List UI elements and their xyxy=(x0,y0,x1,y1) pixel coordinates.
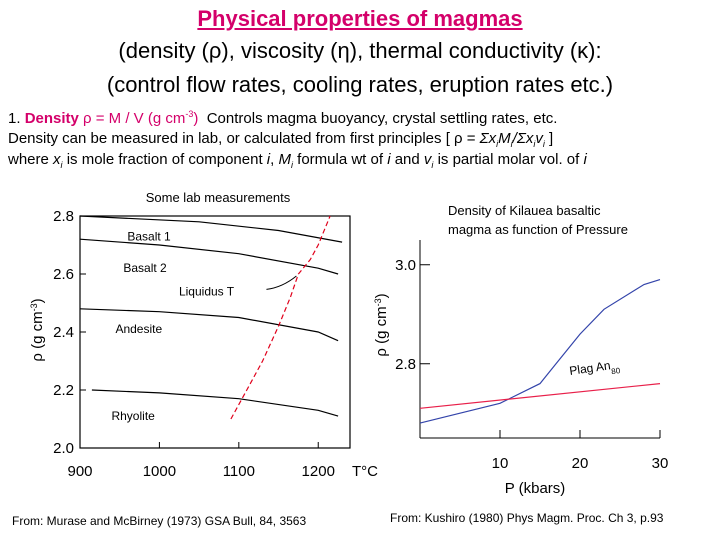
chart1-y-tick-label: 2.6 xyxy=(53,266,74,283)
chart1-axes: 900 1000 1100 1200 2.0 2.2 2.4 2.6 2.8 xyxy=(53,208,351,480)
chart1-x-tick-label: 1000 xyxy=(143,463,176,480)
chart1-annotation-liquidus-t: Liquidus T xyxy=(179,284,235,298)
chart2-x-tick-label: 10 xyxy=(492,455,509,472)
chart2-series-plag-an80 xyxy=(419,383,661,409)
liquidus-arrow xyxy=(266,275,297,290)
chart1-annotation-andesite: Andesite xyxy=(115,322,162,336)
chart1-title: Some lab measurements xyxy=(146,190,291,205)
density-measure-line: Density can be measured in lab, or calcu… xyxy=(8,130,554,149)
chart1-series-basalt-1 xyxy=(79,215,343,243)
plag-an80-label: Plag An80 xyxy=(568,357,621,381)
chart2-x-tick-label: 30 xyxy=(652,455,669,472)
kilauea-density-chart: Density of Kilauea basaltic magma as fun… xyxy=(373,203,668,497)
chart1-annotation-basalt-2: Basalt 2 xyxy=(123,261,167,275)
chart1-annotation-rhyolite: Rhyolite xyxy=(111,409,155,423)
chart1-y-axis-label: ρ (g cm-3) xyxy=(29,298,46,361)
chart2-series-group xyxy=(419,279,661,424)
chart1-y-tick-label: 2.0 xyxy=(53,440,74,457)
chart1-x-tick-label: 900 xyxy=(67,463,92,480)
lab-measurements-chart: Some lab measurements 900 1000 1100 1200 2.0… xyxy=(29,190,378,480)
chart2-title-line1: Density of Kilauea basaltic xyxy=(448,203,601,218)
page-subtitle-line2: (control flow rates, cooling rates, erup… xyxy=(106,72,614,97)
chart2-x-axis-label: P (kbars) xyxy=(505,480,566,497)
chart1-series-basalt-2 xyxy=(79,238,339,275)
density-formula: ρ = M / V (g cm-3) xyxy=(83,109,199,127)
page-subtitle-line1: (density (ρ), viscosity (η), thermal con… xyxy=(118,38,602,63)
variable-definition-line: where xi is mole fraction of component i… xyxy=(8,151,587,170)
chart1-series-andesite xyxy=(79,308,339,342)
chart2-axes: 10 20 30 3.0 2.8 xyxy=(395,240,668,472)
chart1-annotations: Basalt 1 Basalt 2 Liquidus T Andesite Rhyoli… xyxy=(111,229,297,423)
chart1-annotation-basalt-1: Basalt 1 xyxy=(127,229,171,243)
source-right: From: Kushiro (1980) Phys Magm. Proc. Ch… xyxy=(390,511,664,525)
chart1-y-tick-label: 2.4 xyxy=(53,324,74,341)
chart2-x-tick-label: 20 xyxy=(572,455,589,472)
item-number: 1. xyxy=(8,110,21,127)
chart2-title-line2: magma as function of Pressure xyxy=(448,222,628,237)
chart1-series-liquidus-t xyxy=(230,215,331,420)
chart2-y-tick-label: 3.0 xyxy=(395,257,416,274)
chart1-y-tick-label: 2.8 xyxy=(53,208,74,225)
density-word: Density xyxy=(24,110,79,127)
chart1-x-axis-label: T°C xyxy=(352,463,378,480)
density-controls: Controls magma buoyancy, crystal settlin… xyxy=(206,110,558,127)
source-left: From: Murase and McBirney (1973) GSA Bul… xyxy=(12,514,307,528)
chart2-y-axis-label: ρ (g cm-3) xyxy=(373,293,390,356)
chart2-series-kilauea xyxy=(419,279,661,424)
density-line: 1. Density ρ = M / V (g cm-3) Controls m… xyxy=(8,109,557,127)
chart1-series-group xyxy=(79,215,343,420)
chart1-x-tick-label: 1100 xyxy=(223,463,255,480)
chart2-y-tick-label: 2.8 xyxy=(395,356,416,373)
chart1-x-tick-label: 1200 xyxy=(302,463,335,480)
page-title: Physical properties of magmas xyxy=(197,6,523,31)
chart1-y-tick-label: 2.2 xyxy=(53,382,74,399)
chart1-series-rhyolite xyxy=(91,389,339,417)
